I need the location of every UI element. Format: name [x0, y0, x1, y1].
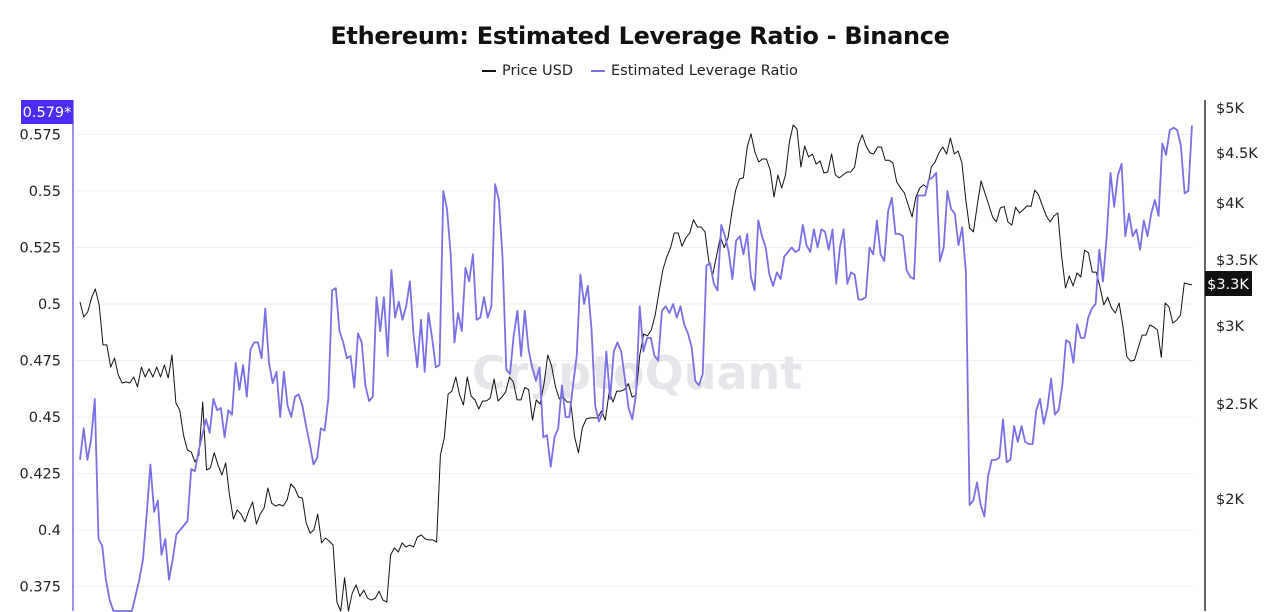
right-tick-label: $4.5K: [1216, 146, 1258, 162]
series-group: [79, 124, 1193, 612]
legend-item-price[interactable]: Price USD: [482, 63, 573, 79]
leverage-ratio-line: [79, 125, 1193, 612]
right-tick-label: $3.5K: [1216, 253, 1258, 269]
right-tick-label: $2K: [1216, 492, 1244, 508]
left-tick-label: 0.375: [19, 580, 61, 596]
left-tick-label: 0.4: [38, 523, 61, 539]
right-tick-label: $4K: [1216, 196, 1244, 212]
current-price-badge: $3.3K: [1205, 271, 1252, 296]
legend-label-leverage: Estimated Leverage Ratio: [611, 63, 798, 79]
legend-item-leverage[interactable]: Estimated Leverage Ratio: [591, 63, 798, 79]
left-tick-label: 0.575: [19, 128, 61, 144]
legend-swatch-leverage: [591, 70, 606, 72]
left-tick-label: 0.55: [29, 184, 61, 200]
left-tick-label: 0.475: [19, 354, 61, 370]
legend-label-price: Price USD: [502, 63, 574, 79]
legend: Price USD Estimated Leverage Ratio: [0, 63, 1280, 79]
right-tick-label: $5K: [1216, 101, 1244, 117]
current-price-label: $3.3K: [1207, 277, 1249, 293]
left-tick-label: 0.45: [29, 410, 61, 426]
chart-title: Ethereum: Estimated Leverage Ratio - Bin…: [330, 22, 950, 50]
current-leverage-label: 0.579*: [23, 105, 72, 121]
left-tick-label: 0.5: [38, 297, 61, 313]
legend-swatch-price: [482, 70, 497, 72]
left-tick-label: 0.425: [19, 467, 61, 483]
right-tick-label: $3K: [1216, 319, 1244, 335]
left-tick-label: 0.525: [19, 241, 61, 257]
current-leverage-badge: 0.579*: [21, 100, 73, 124]
right-tick-label: $2.5K: [1216, 397, 1258, 413]
